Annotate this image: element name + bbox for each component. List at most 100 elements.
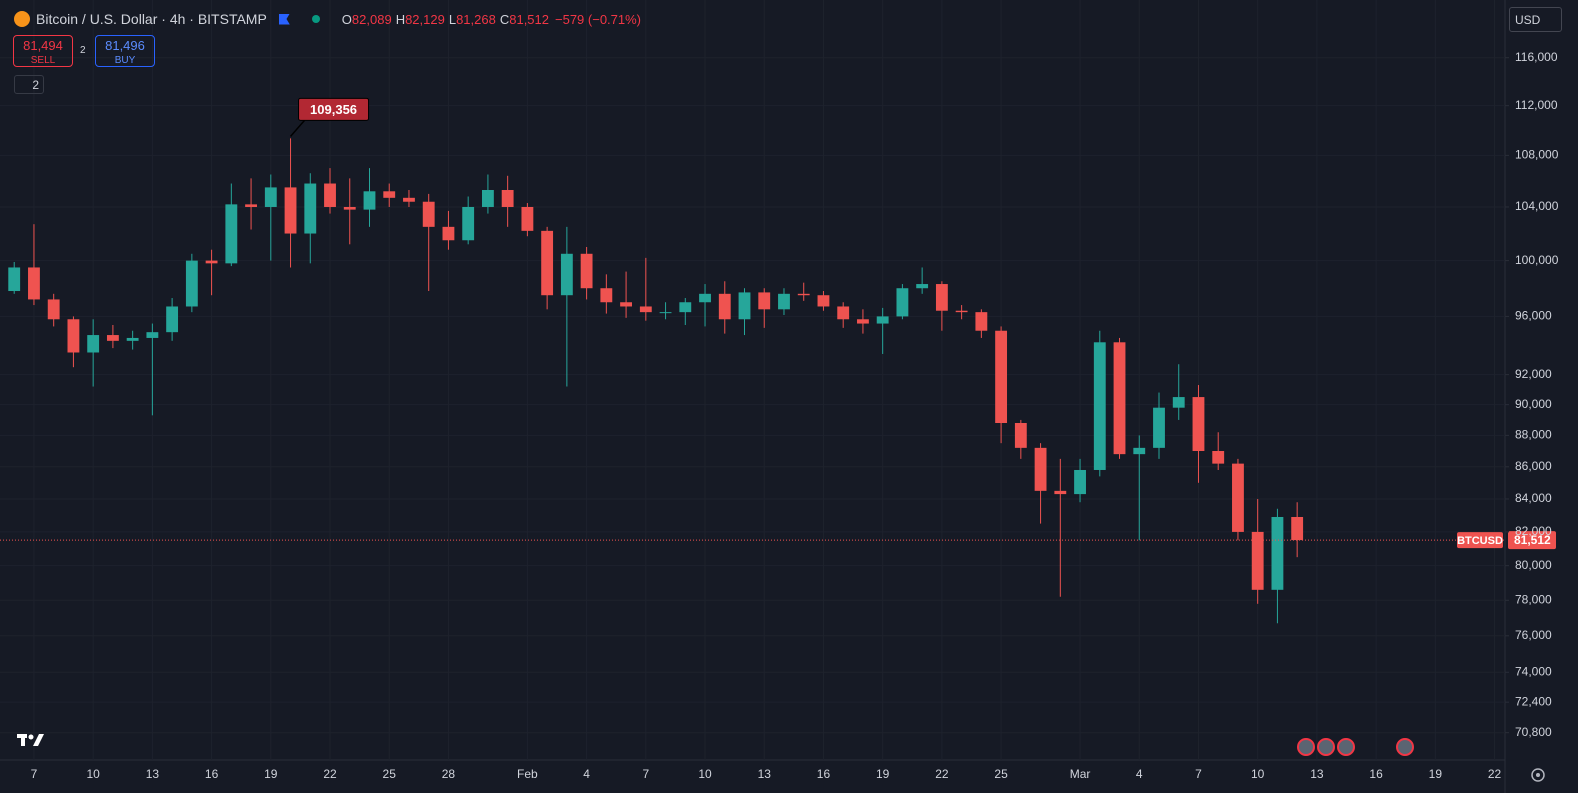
candle-body [659,312,672,314]
candle-body [67,319,80,353]
x-tick-label: 7 [642,767,649,781]
y-tick-label: 76,000 [1515,628,1552,642]
x-tick-label: 19 [876,767,890,781]
x-tick-label: 22 [1488,767,1502,781]
sell-button[interactable]: 81,494 SELL [13,35,73,67]
x-tick-label: 13 [1310,767,1324,781]
candle-body [304,183,317,234]
candle-body [1271,516,1284,590]
ohlc-key: C [499,11,510,27]
candle-body [1133,447,1146,455]
candle-body [837,306,850,320]
candle-body [8,267,21,292]
currency: USD [1515,13,1541,27]
x-tick-label: 16 [817,767,831,781]
high-marker-box [298,97,370,121]
symbol-title[interactable]: Bitcoin / U.S. Dollar · 4h · BITSTAMP [36,11,267,27]
candle-body [817,295,830,307]
ohlc-key: L [448,11,457,27]
y-tick-label: 104,000 [1515,199,1559,213]
event-icons[interactable] [1297,738,1414,756]
candle-body [797,293,810,296]
settings-icon[interactable] [1531,768,1545,782]
flag-icon[interactable] [278,13,290,25]
y-tick-label: 82,000 [1515,524,1552,538]
y-tick-label: 116,000 [1515,50,1558,64]
indicators-toggle[interactable]: 2 [14,75,44,94]
candle-body [1093,342,1106,470]
symbol-badge [1457,532,1503,549]
candle-body [363,191,376,210]
candle-body [343,206,356,210]
candle-body [955,310,968,313]
candle-body [1232,463,1244,532]
ohlc-key: O [341,11,352,27]
candle-body [166,306,179,333]
x-tick-label: Feb [517,767,538,781]
candle-body [1014,422,1027,448]
buy-price: 81,496 [105,38,145,53]
x-tick-label: 25 [994,767,1008,781]
candle-body [738,292,751,320]
y-tick-label: 70,800 [1515,725,1552,739]
candle-body [1153,407,1165,448]
candle-body [1074,469,1086,495]
candle-body [146,332,159,338]
change: −579 (−0.71%) [555,11,642,27]
symbol-header: Bitcoin / U.S. Dollar · 4h · BITSTAMP O8… [14,9,641,29]
candle-body [185,260,198,307]
candle-body [403,197,415,202]
candle-body [324,183,336,207]
candle-body [620,302,633,307]
y-tick-label: 74,000 [1515,664,1552,678]
x-tick-label: 22 [323,767,337,781]
market-status [311,15,320,23]
currency-button[interactable]: USD [1509,7,1562,32]
high-marker-pointer [289,119,306,137]
x-tick-label: 22 [935,767,949,781]
candle-body [106,335,119,341]
buy-button[interactable]: 81,496 BUY [95,35,155,67]
candle-body [383,191,396,198]
candle-body [758,292,771,310]
y-tick-label: 84,000 [1515,491,1552,505]
y-tick-label: 88,000 [1515,428,1552,442]
candle-body [718,293,731,320]
x-tick-label: 10 [86,767,100,781]
candle-body [600,288,613,303]
candle-body [975,312,988,331]
candle-body [225,204,238,264]
x-tick-label: 10 [1251,767,1265,781]
ohlc-values: O82,089 H82,129 L81,268 C81,512 [338,12,549,27]
y-tick-label: 72,400 [1515,694,1552,708]
tv-logo [17,734,44,746]
candle-body [1172,397,1185,408]
y-tick-label: 86,000 [1515,459,1552,473]
x-tick-label: 19 [264,767,278,781]
candle-body [28,267,40,300]
candle-body [481,190,494,207]
candle-body [47,299,60,320]
candle-body [699,293,711,303]
candle-body [284,187,297,234]
candle-body [857,319,869,324]
x-tick-label: 4 [1136,767,1143,781]
candle-body [1054,490,1067,495]
candle-body [916,284,929,289]
high-marker-label: 109,356 [310,102,357,117]
candle-body [560,253,573,296]
y-tick-label: 92,000 [1515,367,1552,381]
x-tick-label: 7 [31,767,38,781]
buy-label: BUY [114,55,136,66]
candle-body [1192,397,1205,451]
x-tick-label: 19 [1429,767,1443,781]
candle-body [501,190,514,207]
x-tick-label: 13 [146,767,160,781]
sell-price: 81,494 [23,38,63,53]
candle-body [462,206,475,241]
ohlc-value: 81,268 [456,11,496,27]
x-tick-label: 16 [205,767,219,781]
candle-body [679,302,692,313]
